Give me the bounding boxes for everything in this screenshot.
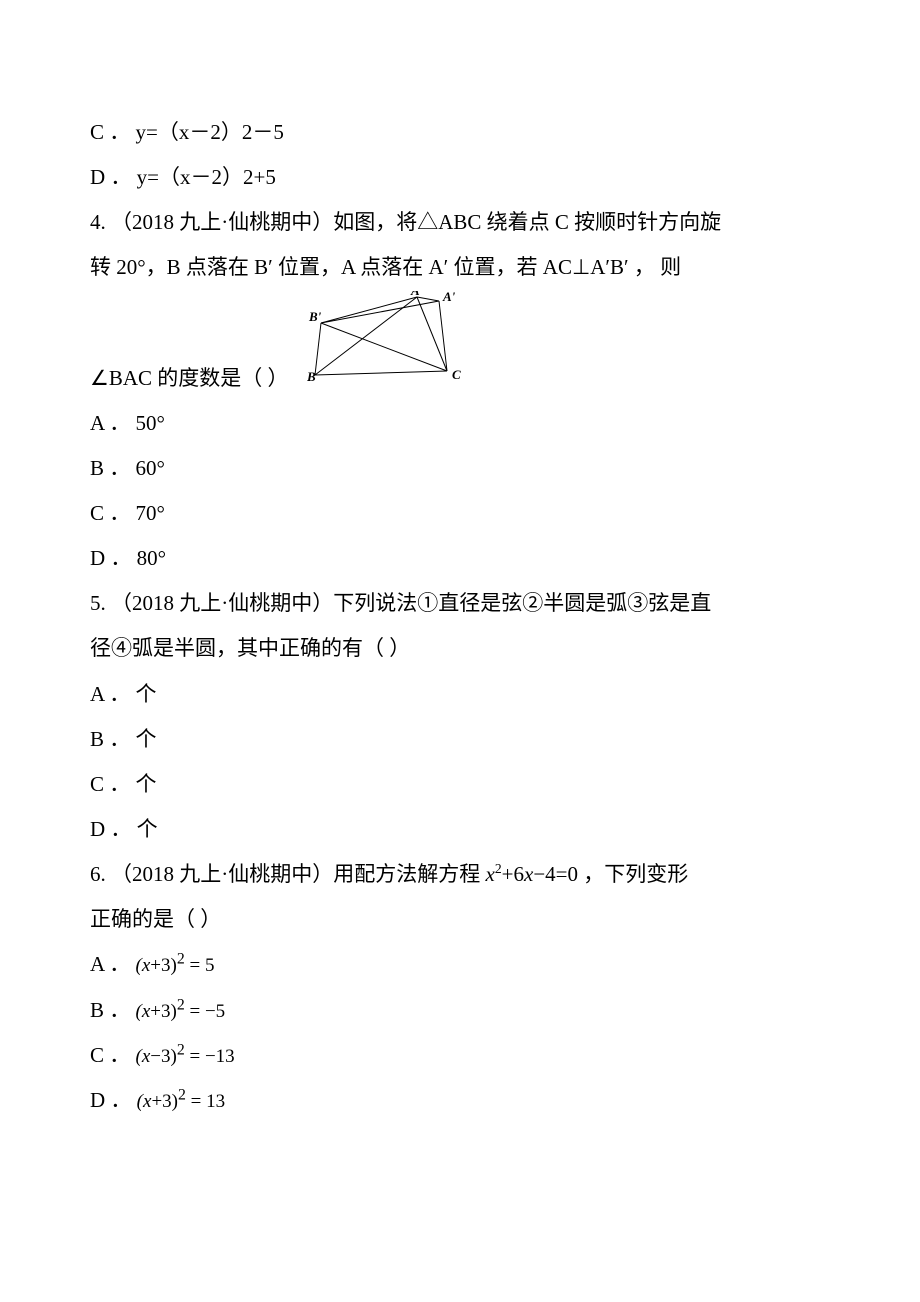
q3-option-c: C ． y=（x－2）2－5 [90, 110, 830, 155]
q5-option-b: B ． 个 [90, 717, 830, 762]
q4-diagram: B B' A A' C [307, 291, 477, 397]
q5-option-d: D ． 个 [90, 807, 830, 852]
q4-option-d: D ． 80° [90, 536, 830, 581]
q6-option-b: B ． (x+3)2 = −5 [90, 988, 830, 1033]
q5-stem-line2: 径④弧是半圆，其中正确的有（ ） [90, 626, 830, 671]
q6-stem-line1: 6. （2018 九上·仙桃期中）用配方法解方程 x2+6x−4=0 ，下列变形 [90, 852, 830, 897]
q6-optB-label: B ． [90, 998, 130, 1022]
svg-text:A': A' [442, 291, 456, 304]
q6-stem-text-b: ，下列变形 [578, 862, 688, 886]
q4-stem-line2: 转 20°，B 点落在 B′ 位置，A 点落在 A′ 位置，若 AC⊥A′B′ … [90, 245, 830, 290]
q6-optC-formula: (x−3)2 = −13 [136, 1046, 235, 1067]
svg-text:C: C [452, 367, 461, 381]
q6-option-a: A ． (x+3)2 = 5 [90, 942, 830, 987]
q6-optA-formula: (x+3)2 = 5 [136, 955, 215, 976]
q6-option-d: D ． (x+3)2 = 13 [90, 1078, 830, 1123]
q5-option-c: C ． 个 [90, 762, 830, 807]
q6-optB-formula: (x+3)2 = −5 [136, 1001, 226, 1022]
svg-text:B': B' [308, 309, 322, 324]
document-page: C ． y=（x－2）2－5 D ． y=（x－2）2+5 4. （2018 九… [0, 0, 920, 1183]
q6-optA-label: A ． [90, 952, 130, 976]
q4-perp-expr: AC⊥A′B′ [543, 255, 629, 279]
q3-option-d: D ． y=（x－2）2+5 [90, 155, 830, 200]
q4-stem-line2a: 转 20°，B 点落在 B′ 位置，A 点落在 A′ 位置，若 [90, 255, 543, 279]
q4-option-b: B ． 60° [90, 446, 830, 491]
q5-stem-line1: 5. （2018 九上·仙桃期中）下列说法①直径是弦②半圆是弧③弦是直 [90, 581, 830, 626]
q6-stem-text-a: 6. （2018 九上·仙桃期中）用配方法解方程 [90, 862, 486, 886]
q6-equation: x2+6x−4=0 [486, 862, 579, 886]
q6-option-c: C ． (x−3)2 = −13 [90, 1033, 830, 1078]
q4-option-a: A ． 50° [90, 401, 830, 446]
svg-text:B: B [307, 369, 316, 381]
q4-stem-line2b: ， 则 [629, 255, 682, 279]
question-4: 4. （2018 九上·仙桃期中）如图，将△ABC 绕着点 C 按顺时针方向旋 … [90, 200, 830, 581]
question-5: 5. （2018 九上·仙桃期中）下列说法①直径是弦②半圆是弧③弦是直 径④弧是… [90, 581, 830, 852]
q5-option-a: A ． 个 [90, 672, 830, 717]
q6-optD-label: D ． [90, 1088, 131, 1112]
question-6: 6. （2018 九上·仙桃期中）用配方法解方程 x2+6x−4=0 ，下列变形… [90, 852, 830, 1123]
q4-stem-line3: ∠BAC 的度数是（ ） [90, 356, 289, 401]
q6-optD-formula: (x+3)2 = 13 [137, 1091, 225, 1112]
q4-stem-line1: 4. （2018 九上·仙桃期中）如图，将△ABC 绕着点 C 按顺时针方向旋 [90, 200, 830, 245]
q6-stem-line2: 正确的是（ ） [90, 897, 830, 942]
triangle-rotation-diagram: B B' A A' C [307, 291, 477, 381]
svg-text:A: A [410, 291, 420, 298]
q4-option-c: C ． 70° [90, 491, 830, 536]
q6-optC-label: C ． [90, 1043, 130, 1067]
